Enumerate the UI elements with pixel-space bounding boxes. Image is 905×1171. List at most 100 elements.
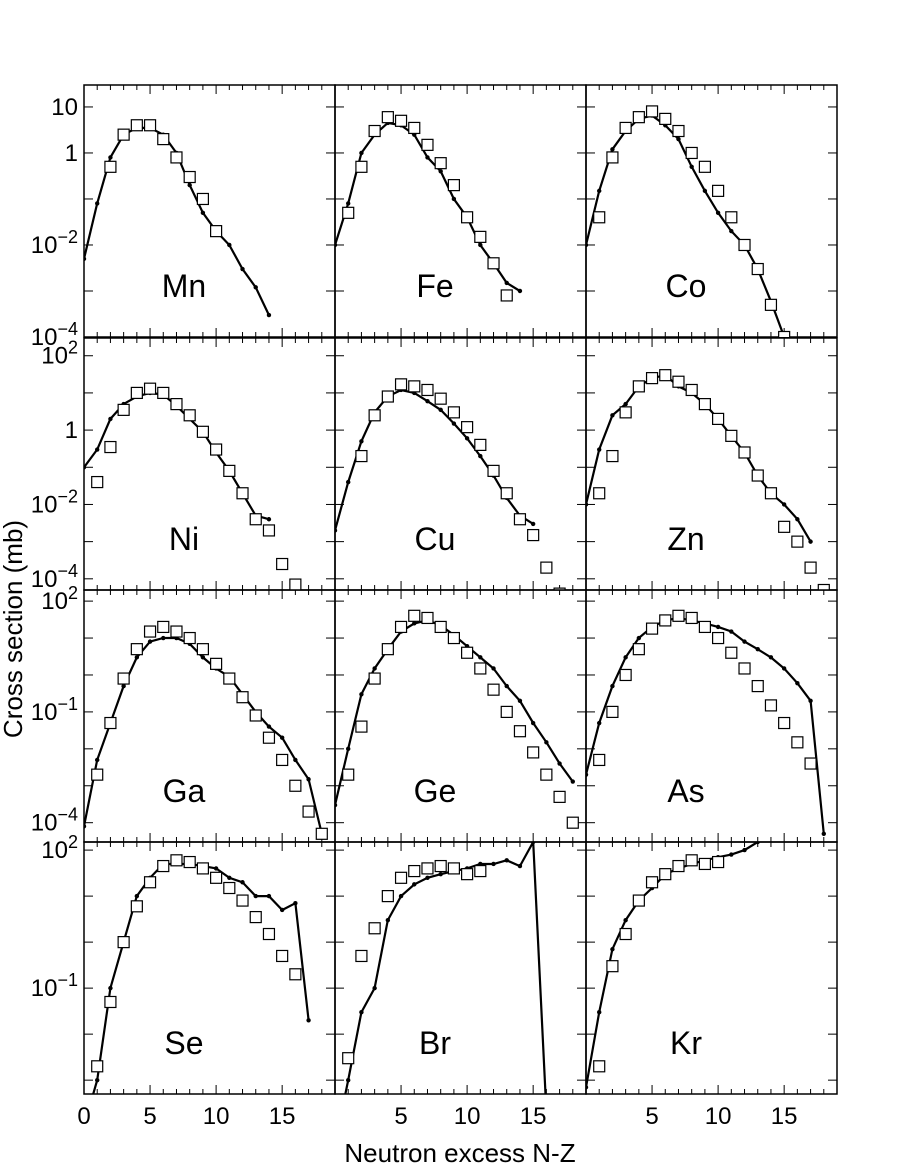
data-square bbox=[249, 709, 262, 722]
data-square bbox=[764, 699, 778, 712]
line-point bbox=[586, 502, 589, 507]
data-square bbox=[249, 513, 262, 526]
data-square bbox=[764, 298, 778, 311]
plot-area bbox=[84, 119, 272, 318]
data-square bbox=[262, 927, 276, 941]
panel-kr: 5 10 15 Kr bbox=[585, 841, 838, 1130]
line-point bbox=[781, 666, 787, 671]
line-point bbox=[240, 880, 245, 885]
data-square bbox=[236, 487, 249, 500]
panel-frame bbox=[585, 841, 838, 1095]
line-point bbox=[729, 852, 734, 857]
data-square bbox=[712, 184, 725, 197]
line-point bbox=[333, 1142, 337, 1146]
line-point bbox=[623, 655, 628, 660]
data-square bbox=[355, 160, 368, 173]
data-square bbox=[672, 375, 685, 388]
data-square bbox=[659, 369, 672, 382]
data-square bbox=[381, 890, 394, 903]
line-point bbox=[597, 188, 602, 194]
y-tick-exponent: −4 bbox=[57, 805, 78, 825]
data-square bbox=[791, 736, 804, 749]
line-point bbox=[544, 740, 549, 745]
line-point bbox=[755, 646, 760, 652]
data-square bbox=[289, 968, 302, 981]
y-tick-label: 102 bbox=[41, 832, 78, 864]
data-square bbox=[725, 646, 738, 659]
line-point bbox=[517, 288, 523, 294]
y-tick-exponent: −1 bbox=[57, 694, 78, 714]
data-square bbox=[434, 157, 447, 170]
line-point bbox=[808, 539, 813, 544]
data-square bbox=[421, 138, 434, 151]
data-square bbox=[659, 614, 672, 627]
data-square bbox=[117, 672, 130, 685]
element-label: Ge bbox=[414, 773, 457, 809]
line-point bbox=[134, 655, 140, 660]
data-square bbox=[527, 746, 540, 759]
data-square bbox=[249, 910, 262, 924]
data-square bbox=[606, 449, 619, 463]
data-square bbox=[91, 768, 104, 781]
data-square bbox=[513, 513, 527, 526]
line-point bbox=[491, 666, 496, 671]
panel-ge: Ge bbox=[334, 589, 587, 843]
data-square bbox=[461, 646, 474, 659]
data-square bbox=[474, 438, 487, 451]
panel-frame bbox=[585, 84, 838, 338]
line-point bbox=[121, 683, 126, 689]
series-line bbox=[92, 862, 310, 1094]
line-point bbox=[530, 720, 536, 726]
plot-area bbox=[333, 842, 547, 1146]
line-point bbox=[610, 413, 615, 418]
line-point bbox=[84, 256, 87, 262]
data-square bbox=[487, 464, 500, 477]
x-tick-label: 5 bbox=[394, 1103, 407, 1130]
line-point bbox=[346, 1077, 351, 1083]
panel-br: 5 10 15 Br bbox=[333, 841, 587, 1146]
line-point bbox=[359, 1009, 364, 1015]
panel-frame bbox=[334, 589, 587, 843]
y-tick-label: 102 bbox=[41, 583, 78, 615]
data-square bbox=[408, 380, 421, 393]
line-point bbox=[795, 680, 800, 686]
line-point bbox=[586, 242, 589, 248]
line-point bbox=[359, 150, 364, 156]
line-point bbox=[425, 398, 430, 404]
data-square bbox=[461, 211, 474, 224]
panel-frame bbox=[585, 337, 838, 591]
x-tick-label: 10 bbox=[203, 1103, 230, 1130]
element-label: Cu bbox=[415, 521, 456, 557]
panel-frame bbox=[585, 589, 838, 843]
data-square bbox=[157, 133, 170, 146]
line-point bbox=[359, 439, 364, 444]
data-square bbox=[593, 753, 606, 767]
line-point bbox=[293, 901, 298, 906]
line-point bbox=[742, 639, 747, 644]
data-square bbox=[381, 643, 394, 656]
data-square bbox=[619, 668, 632, 682]
data-square bbox=[104, 440, 117, 454]
line-point bbox=[95, 1077, 100, 1083]
data-square bbox=[276, 557, 289, 571]
line-point bbox=[781, 502, 787, 507]
data-square bbox=[632, 894, 645, 907]
data-square bbox=[342, 206, 355, 219]
data-square bbox=[130, 386, 143, 400]
line-point bbox=[768, 655, 774, 660]
data-square bbox=[474, 662, 487, 675]
plot-area bbox=[335, 111, 523, 302]
data-square bbox=[355, 449, 368, 463]
data-square bbox=[540, 561, 553, 574]
plot-area bbox=[586, 105, 791, 337]
data-square bbox=[210, 871, 223, 884]
line-point bbox=[227, 875, 232, 881]
line-point bbox=[335, 528, 338, 533]
line-point bbox=[438, 169, 443, 174]
data-square bbox=[447, 631, 460, 645]
data-square bbox=[474, 230, 487, 243]
line-point bbox=[504, 858, 509, 863]
data-square bbox=[500, 705, 513, 719]
